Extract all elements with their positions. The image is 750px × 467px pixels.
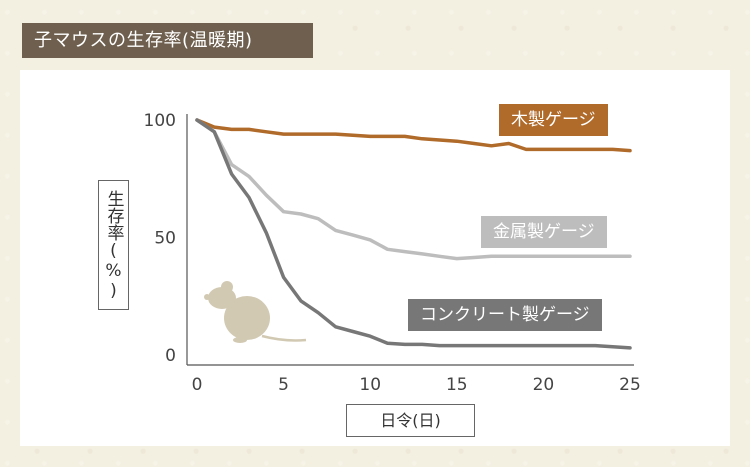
- axes: [186, 114, 634, 366]
- y-axis-label: 生存率(%): [98, 180, 129, 310]
- x-tick-label: 25: [619, 375, 641, 395]
- legend-wood-cage: 木製ゲージ: [499, 104, 608, 136]
- legend-concrete-cage: コンクリート製ゲージ: [408, 299, 602, 331]
- chart-title: 子マウスの生存率(温暖期): [22, 23, 313, 58]
- series-line-concrete: [195, 118, 632, 350]
- x-tick-label: 5: [278, 375, 289, 395]
- mouse-icon: [204, 281, 307, 343]
- mouse-icon-ear: [221, 281, 233, 293]
- x-axis-label: 日令(日): [346, 404, 475, 437]
- x-tick-labels: 0 5 10 15 20 25: [192, 375, 641, 395]
- y-tick-labels: 0 50 100: [144, 111, 176, 366]
- series-line-wood: [195, 118, 632, 153]
- series-line-metal: [195, 118, 632, 261]
- x-tick-label: 15: [446, 375, 468, 395]
- legend-metal-cage: 金属製ゲージ: [481, 216, 607, 248]
- y-tick-label: 50: [154, 229, 176, 249]
- mouse-icon-nose: [204, 294, 210, 300]
- series-lines: [195, 118, 632, 350]
- mouse-icon-body: [224, 296, 270, 340]
- x-tick-label: 10: [359, 375, 381, 395]
- mouse-icon-tail: [261, 334, 307, 342]
- y-tick-label: 0: [165, 346, 176, 366]
- x-tick-label: 0: [192, 375, 203, 395]
- x-tick-label: 20: [533, 375, 555, 395]
- mouse-icon-foot: [233, 337, 247, 343]
- y-tick-label: 100: [144, 111, 176, 131]
